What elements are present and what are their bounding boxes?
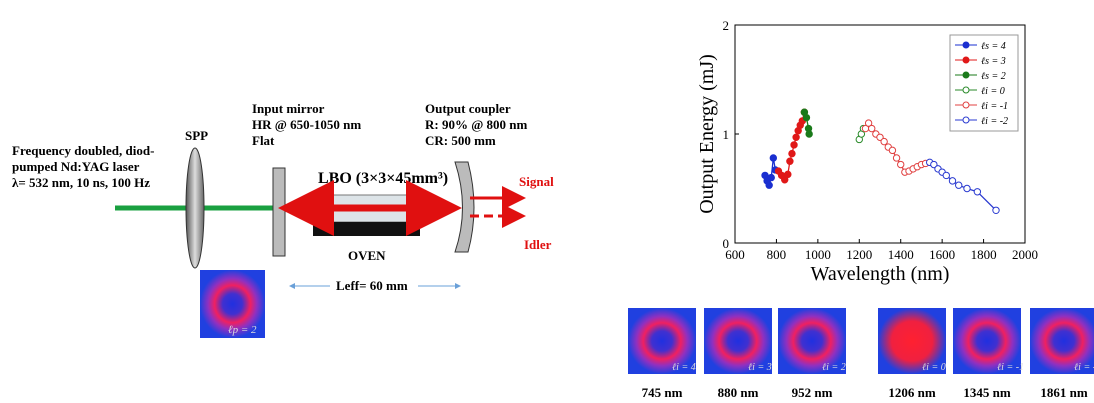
spp-label: SPP xyxy=(185,128,208,143)
legend-marker xyxy=(963,102,969,108)
data-point xyxy=(949,178,955,184)
legend-marker xyxy=(963,117,969,123)
idler-label: Idler xyxy=(524,237,552,252)
data-point xyxy=(791,142,797,148)
legend-label: ℓi = -1 xyxy=(981,101,1008,112)
y-axis-label: Output Energy (mJ) xyxy=(696,54,718,214)
coupler-text: R: 90% @ 800 nm xyxy=(425,117,528,132)
data-point xyxy=(785,171,791,177)
data-point xyxy=(993,207,999,213)
data-point xyxy=(898,161,904,167)
data-point xyxy=(964,185,970,191)
laser-text: pumped Nd:YAG laser xyxy=(12,159,140,174)
mode-label: ℓi = -2 xyxy=(1074,362,1094,373)
mode-caption: 1861 nm xyxy=(1040,385,1087,400)
mirror-text: Flat xyxy=(252,133,275,148)
mode-label: ℓi = 0 xyxy=(922,362,946,373)
x-tick-label: 1000 xyxy=(805,247,831,262)
x-tick-label: 1800 xyxy=(971,247,997,262)
data-point xyxy=(881,138,887,144)
data-point xyxy=(869,125,875,131)
data-point xyxy=(974,189,980,195)
legend-marker xyxy=(963,87,969,93)
pump-mode-label: ℓp = 2 xyxy=(228,324,257,336)
input-mirror xyxy=(273,168,285,256)
mirror-text: Input mirror xyxy=(252,101,325,116)
mode-label: ℓi = 3 xyxy=(748,362,772,373)
x-axis-label: Wavelength (nm) xyxy=(811,263,950,285)
mode-caption: 952 nm xyxy=(792,385,833,400)
x-tick-label: 1400 xyxy=(888,247,914,262)
coupler-text: CR: 500 mm xyxy=(425,133,496,148)
y-tick-label: 0 xyxy=(723,236,730,251)
laser-text: Frequency doubled, diod- xyxy=(12,143,154,158)
legend-marker xyxy=(963,57,969,63)
legend-marker xyxy=(963,72,969,78)
x-tick-label: 1600 xyxy=(929,247,955,262)
mode-caption: 745 nm xyxy=(642,385,683,400)
data-point xyxy=(893,155,899,161)
legend-label: ℓs = 2 xyxy=(981,71,1006,82)
data-point xyxy=(806,131,812,137)
data-point xyxy=(768,174,774,180)
figure: Frequency doubled, diod- pumped Nd:YAG l… xyxy=(0,0,1094,403)
legend-label: ℓs = 3 xyxy=(981,56,1006,67)
data-point xyxy=(770,155,776,161)
legend-label: ℓs = 4 xyxy=(981,41,1006,52)
data-point xyxy=(766,182,772,188)
mirror-text: HR @ 650-1050 nm xyxy=(252,117,361,132)
data-point xyxy=(956,182,962,188)
setup-diagram: Frequency doubled, diod- pumped Nd:YAG l… xyxy=(12,101,554,338)
crystal-label: LBO (3×3×45mm³) xyxy=(318,170,448,187)
data-point xyxy=(787,158,793,164)
spp-plate xyxy=(186,148,204,268)
legend-label: ℓi = -2 xyxy=(981,116,1008,127)
output-coupler xyxy=(455,162,474,252)
mode-label: ℓi = 2 xyxy=(822,362,846,373)
x-tick-label: 800 xyxy=(767,247,787,262)
data-point xyxy=(789,150,795,156)
mode-caption: 1345 nm xyxy=(963,385,1010,400)
data-point xyxy=(793,134,799,140)
legend-marker xyxy=(963,42,969,48)
oven-label: OVEN xyxy=(348,248,386,263)
mode-caption: 1206 nm xyxy=(888,385,935,400)
data-point xyxy=(803,114,809,120)
laser-text: λ= 532 nm, 10 ns, 100 Hz xyxy=(12,175,150,190)
mode-caption: 880 nm xyxy=(718,385,759,400)
length-label: Leff= 60 mm xyxy=(336,278,408,293)
oven xyxy=(313,222,420,236)
x-tick-label: 2000 xyxy=(1012,247,1038,262)
signal-label: Signal xyxy=(519,174,554,189)
data-point xyxy=(943,172,949,178)
legend-label: ℓi = 0 xyxy=(981,86,1005,97)
y-tick-label: 1 xyxy=(723,127,730,142)
mode-label: ℓi = -1 xyxy=(997,362,1024,373)
mode-label: ℓi = 4 xyxy=(672,362,696,373)
y-tick-label: 2 xyxy=(723,18,730,33)
x-tick-label: 1200 xyxy=(846,247,872,262)
data-point xyxy=(889,147,895,153)
mode-images: ℓi = 4 745 nm ℓi = 3 880 nm ℓi = 2 952 nm ℓi =… xyxy=(628,308,1094,400)
coupler-text: Output coupler xyxy=(425,101,511,116)
